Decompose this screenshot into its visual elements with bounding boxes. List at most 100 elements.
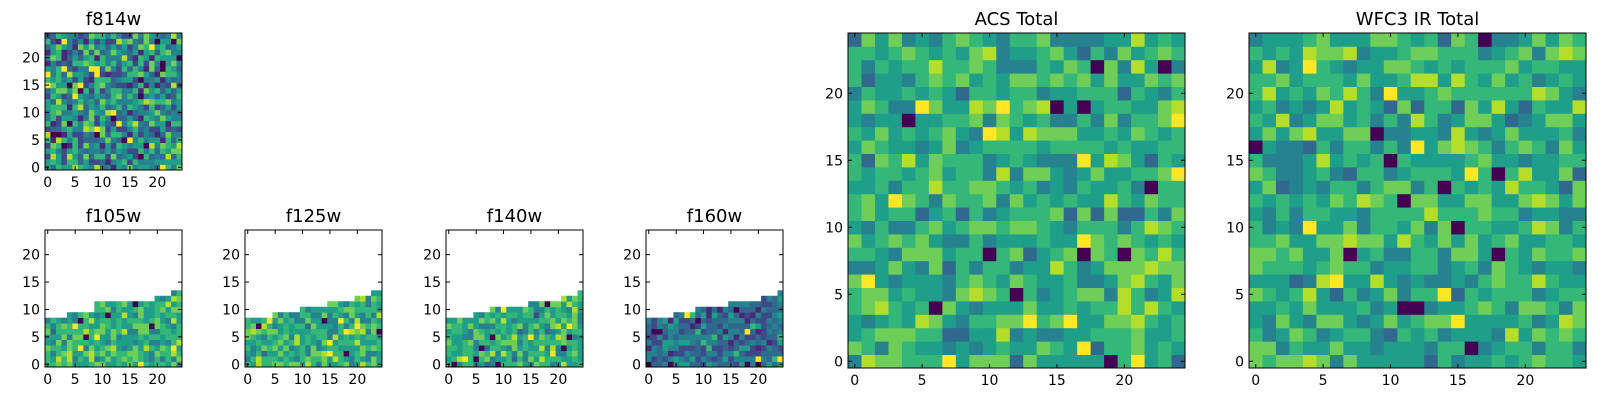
heatmap-cell [132,60,139,67]
heatmap-cell [689,356,696,362]
heatmap-cell [772,356,778,362]
heatmap-cell [522,356,529,362]
heatmap-cell [83,54,90,61]
heatmap-cell [473,350,480,357]
heatmap-cell [1559,113,1573,128]
heatmap-cell [1559,180,1573,195]
heatmap-cell [310,317,317,324]
heatmap-cell [1249,327,1263,342]
heatmap-cell [1437,73,1452,87]
heatmap-cell [55,120,62,127]
heatmap-cell [1131,100,1145,114]
heatmap-cell [1158,153,1172,168]
heatmap-cell [478,334,485,340]
heatmap-cell [533,312,540,319]
heatmap-cell [116,164,123,171]
heatmap-cell [861,314,876,329]
heatmap-cell [99,142,106,149]
heatmap-cell [739,334,746,340]
heatmap-cell [1316,100,1331,114]
heatmap-cell [45,115,51,122]
heatmap-cell [149,33,155,39]
heatmap-cell [528,301,535,308]
x-tick-label: 20 [148,175,166,191]
heatmap-cell [116,339,123,346]
heatmap-cell [1144,167,1159,181]
heatmap-cell [1478,113,1493,128]
heatmap-cell [1262,73,1277,87]
heatmap-cell [1343,167,1358,181]
heatmap-cell [651,339,658,346]
heatmap-cell [511,306,518,313]
heatmap-cell [1171,100,1186,114]
heatmap-cell [528,312,535,319]
heatmap-cell [1104,33,1118,47]
heatmap-cell [94,54,101,61]
heatmap-cell [766,317,773,324]
heatmap-cell [1424,167,1439,181]
heatmap-cell [1036,354,1051,369]
heatmap-cell [176,115,183,122]
heatmap-cell [1329,220,1344,235]
heatmap-cell [728,328,735,335]
heatmap-cell [250,361,257,368]
heatmap-cell [45,71,51,78]
heatmap-cell [55,33,62,39]
heatmap-cell [132,54,139,61]
heatmap-cell [283,334,290,340]
heatmap-cell [61,361,68,368]
heatmap-cell [1451,180,1466,195]
heatmap-cell [105,159,112,165]
heatmap-cell [1144,126,1159,141]
heatmap-cell [288,312,295,319]
heatmap-cell [495,328,502,335]
heatmap-cell [861,73,876,87]
heatmap-cell [160,361,166,368]
heatmap-cell [1518,167,1533,181]
heatmap-cell [678,339,685,346]
heatmap-cell [154,339,161,346]
heatmap-cell [1370,260,1385,275]
heatmap-cell [1572,73,1587,87]
heatmap-cell [160,301,166,308]
heatmap-cell [371,328,377,335]
heatmap-cell [299,312,306,319]
heatmap-cell [667,356,674,362]
heatmap-cell [484,339,491,346]
heatmap-cell [848,341,862,355]
heatmap-cell [149,301,155,308]
heatmap-cell [88,361,95,368]
heatmap-cell [50,76,57,83]
heatmap-cell [50,317,57,324]
heatmap-cell [673,334,680,340]
heatmap-cell [143,126,150,133]
heatmap-cell [901,100,916,114]
heatmap-cell [132,120,139,127]
heatmap-cell [371,306,377,313]
heatmap-cell [1491,46,1506,61]
heatmap-cell [99,356,106,362]
heatmap-cell [371,317,377,324]
heatmap-cell [996,100,1011,114]
heatmap-cell [1437,153,1452,168]
heatmap-cell [160,126,166,133]
heatmap-cell [1478,354,1493,369]
heatmap-cell [1572,260,1587,275]
heatmap-cell [1451,86,1466,101]
heatmap-cell [66,345,73,351]
heatmap-cell [915,193,930,208]
heatmap-cell [72,317,79,324]
heatmap-cell [1572,167,1587,181]
heatmap-cell [66,87,73,94]
heatmap-cell [1171,234,1186,248]
heatmap-cell [360,295,366,302]
heatmap-cell [149,334,155,340]
heatmap-cell [94,137,101,143]
heatmap-cell [176,350,183,357]
heatmap-cell [561,312,567,319]
heatmap-cell [121,137,128,143]
heatmap-cell [761,328,767,335]
heatmap-cell [61,82,68,89]
heatmap-cell [1329,153,1344,168]
heatmap-cell [1545,180,1560,195]
